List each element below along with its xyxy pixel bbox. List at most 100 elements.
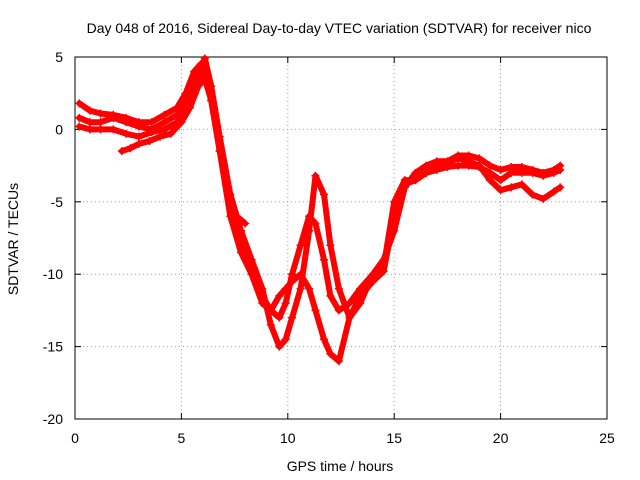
data-point [147, 128, 156, 137]
data-point [288, 277, 297, 286]
data-point [356, 291, 365, 300]
data-point [485, 176, 494, 185]
x-tick-label: 20 [493, 430, 509, 446]
data-point [454, 161, 463, 170]
data-point [185, 103, 194, 112]
data-point [296, 241, 305, 250]
data-point [241, 219, 250, 228]
chart-title: Day 048 of 2016, Sidereal Day-to-day VTE… [87, 20, 592, 36]
data-point [177, 118, 186, 127]
data-point [549, 168, 558, 177]
data-point [247, 270, 256, 279]
data-point [464, 157, 473, 166]
data-point [281, 335, 290, 344]
data-point [275, 291, 284, 300]
data-point [166, 129, 175, 138]
data-point [443, 158, 452, 167]
data-point [96, 109, 105, 118]
x-tick-label: 25 [599, 430, 615, 446]
data-point [281, 299, 290, 308]
data-point [258, 299, 267, 308]
x-axis-label: GPS time / hours [287, 458, 394, 474]
data-point [475, 161, 484, 170]
data-point [160, 110, 169, 119]
data-point [528, 190, 537, 199]
y-tick-label: -15 [43, 339, 63, 355]
data-point [134, 139, 143, 148]
y-tick-label: 5 [55, 49, 63, 65]
data-point [390, 212, 399, 221]
data-point [109, 113, 118, 122]
data-point [311, 171, 320, 180]
data-point [368, 270, 377, 279]
data-point [556, 183, 565, 192]
data-point [311, 306, 320, 315]
data-point [539, 171, 548, 180]
data-point [109, 125, 118, 134]
data-point [224, 183, 233, 192]
data-point [345, 313, 354, 322]
data-point [75, 122, 84, 131]
data-point [156, 132, 165, 141]
data-point [145, 136, 154, 145]
data-point [496, 165, 505, 174]
y-tick-label: -10 [43, 266, 63, 282]
data-point [496, 176, 505, 185]
y-axis-label: SDTVAR / TECUs [5, 183, 21, 295]
data-point [517, 168, 526, 177]
data-point [147, 118, 156, 127]
data-point [134, 122, 143, 131]
data-point [305, 284, 314, 293]
data-point [496, 186, 505, 195]
data-point [454, 154, 463, 163]
data-point [247, 255, 256, 264]
data-point [422, 161, 431, 170]
x-tick-label: 0 [71, 430, 79, 446]
data-point [75, 113, 84, 122]
data-point [326, 241, 335, 250]
data-point [319, 255, 328, 264]
plot-frame [74, 56, 608, 420]
data-point [236, 248, 245, 257]
data-point [411, 168, 420, 177]
data-point [200, 54, 209, 63]
data-point [96, 118, 105, 127]
data-point [334, 357, 343, 366]
data-point [334, 306, 343, 315]
data-point [475, 154, 484, 163]
x-tick-label: 10 [280, 430, 296, 446]
data-point [85, 118, 94, 127]
data-point [266, 306, 275, 315]
data-point [126, 144, 135, 153]
data-point [207, 96, 216, 105]
data-point [236, 226, 245, 235]
data-point [96, 125, 105, 134]
series-track-4 [117, 74, 250, 228]
data-point [200, 74, 209, 83]
data-point [288, 313, 297, 322]
series-track [76, 68, 564, 365]
data-point [194, 81, 203, 90]
y-tick-label: -20 [43, 411, 63, 427]
grid-lines [75, 57, 607, 419]
data-point [422, 168, 431, 177]
data-series [75, 54, 565, 366]
x-tick-label: 15 [386, 430, 402, 446]
data-point [556, 165, 565, 174]
data-point [411, 176, 420, 185]
data-point [160, 125, 169, 134]
data-point [379, 267, 388, 276]
series-track-2 [75, 54, 565, 351]
data-point [549, 187, 558, 196]
data-point [75, 99, 84, 108]
data-point [281, 284, 290, 293]
data-point [319, 335, 328, 344]
data-point [122, 118, 131, 127]
data-point [117, 147, 126, 156]
data-point [539, 194, 548, 203]
data-point [266, 320, 275, 329]
data-point [288, 270, 297, 279]
data-point [275, 342, 284, 351]
data-point [215, 147, 224, 156]
